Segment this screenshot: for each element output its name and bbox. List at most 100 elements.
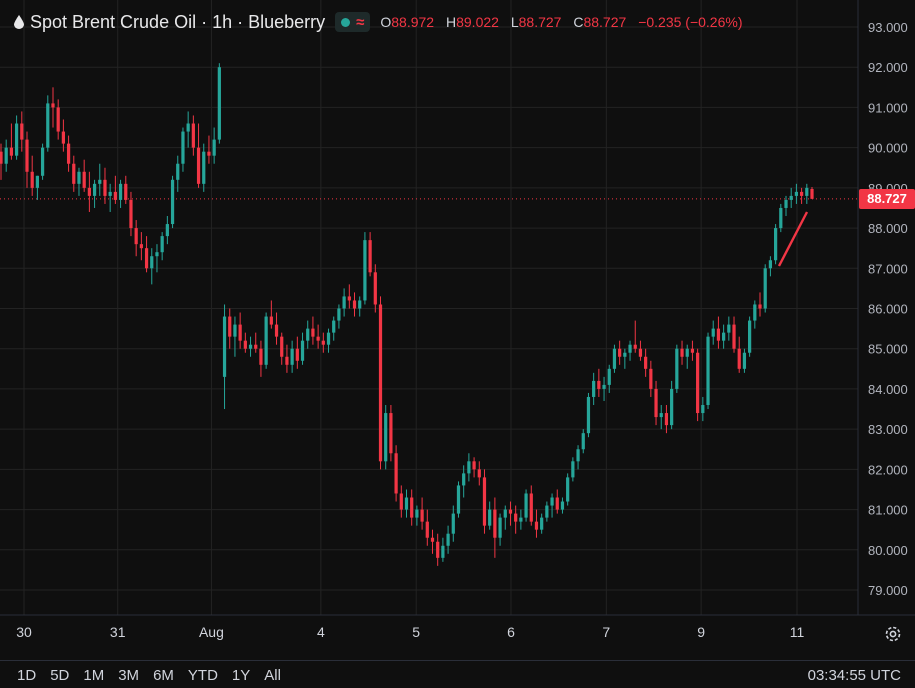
y-tick-label: 79.000 xyxy=(868,583,908,598)
candle-body xyxy=(165,224,169,237)
candle-body xyxy=(576,449,580,462)
candle-body xyxy=(92,183,97,196)
candlestick-chart[interactable]: 93.00092.00091.00090.00089.00088.00087.0… xyxy=(0,0,915,660)
candle xyxy=(430,529,435,554)
range-6m-button[interactable]: 6M xyxy=(153,667,174,684)
candle xyxy=(670,380,674,430)
candle-body xyxy=(555,497,559,510)
candle xyxy=(612,344,617,373)
candle xyxy=(300,332,305,365)
candle-body xyxy=(748,320,752,353)
candle-body xyxy=(264,316,268,365)
candle xyxy=(0,143,3,180)
candle xyxy=(243,332,247,353)
candle xyxy=(196,123,201,188)
candle xyxy=(311,316,315,345)
candle xyxy=(373,264,377,313)
range-3m-button[interactable]: 3M xyxy=(118,667,140,684)
candle-body xyxy=(456,485,461,514)
candle-body xyxy=(753,304,757,321)
range-ytd-button[interactable]: YTD xyxy=(187,667,218,684)
candle-body xyxy=(706,336,710,406)
candle-body xyxy=(763,268,767,309)
candle xyxy=(534,509,539,538)
candle xyxy=(269,300,273,329)
candle-body xyxy=(217,67,221,140)
y-tick-label: 90.000 xyxy=(868,141,908,156)
candle-body xyxy=(46,103,50,148)
candle-body xyxy=(638,348,643,357)
range-all-button[interactable]: All xyxy=(264,667,281,684)
price-axis[interactable]: 93.00092.00091.00090.00089.00088.00087.0… xyxy=(868,20,908,598)
high-value: 89.022 xyxy=(456,14,499,30)
candle xyxy=(124,175,128,204)
candle-body xyxy=(363,240,367,301)
candle-body xyxy=(592,380,596,397)
candle xyxy=(248,336,253,357)
candle xyxy=(51,87,55,128)
candle xyxy=(264,312,268,369)
candle-body xyxy=(602,384,606,389)
candle-body xyxy=(202,151,206,184)
candle-body xyxy=(196,147,201,184)
market-status-badge[interactable]: ≈ xyxy=(335,12,371,32)
candle xyxy=(659,405,663,430)
candle-body xyxy=(550,497,554,506)
candle xyxy=(732,316,736,353)
candle-body xyxy=(113,191,117,200)
candle xyxy=(425,509,429,546)
candle xyxy=(181,127,185,172)
candle-body xyxy=(176,163,180,180)
candle xyxy=(404,489,409,518)
candle xyxy=(77,167,81,196)
candle-body xyxy=(144,248,149,269)
candle-body xyxy=(794,191,799,196)
range-5d-button[interactable]: 5D xyxy=(50,667,70,684)
candle-body xyxy=(259,348,263,365)
range-1d-button[interactable]: 1D xyxy=(17,667,37,684)
candle-body xyxy=(238,324,242,341)
candle-body xyxy=(316,336,320,341)
candle xyxy=(779,203,783,233)
candle-body xyxy=(347,296,351,301)
trend-line[interactable] xyxy=(777,211,809,267)
x-tick-label: 5 xyxy=(412,624,420,640)
time-axis[interactable]: 30 31 Aug 4 5 6 7 9 11 xyxy=(16,624,804,640)
candle xyxy=(72,155,76,192)
candle-body xyxy=(14,123,19,156)
candle xyxy=(623,348,627,369)
candle xyxy=(378,296,383,470)
candle-body xyxy=(134,228,138,245)
candle xyxy=(40,143,45,180)
range-1y-button[interactable]: 1Y xyxy=(231,667,251,684)
candle xyxy=(212,127,216,164)
candles-group xyxy=(0,63,814,566)
candle xyxy=(446,525,450,554)
candle xyxy=(46,95,50,152)
candle xyxy=(108,183,112,212)
candle-body xyxy=(540,517,544,530)
chart-legend: Spot Brent Crude Oil · 1h · Blueberry ≈ … xyxy=(14,10,742,34)
candle-body xyxy=(482,477,487,526)
low-label: L xyxy=(510,14,519,30)
candle xyxy=(347,284,351,309)
utc-clock[interactable]: 03:34:55 UTC xyxy=(807,667,901,684)
candle xyxy=(394,445,398,502)
candle xyxy=(784,195,788,217)
candle-body xyxy=(664,413,669,426)
candle xyxy=(61,119,65,152)
candle-body xyxy=(243,340,247,349)
candle xyxy=(540,513,544,534)
gear-icon[interactable] xyxy=(883,624,903,644)
candle xyxy=(696,348,700,422)
candle-body xyxy=(623,352,627,357)
candle-body xyxy=(170,179,175,225)
range-1m-button[interactable]: 1M xyxy=(83,667,105,684)
symbol-title[interactable]: Spot Brent Crude Oil · 1h · Blueberry xyxy=(30,11,326,32)
candle xyxy=(358,296,362,317)
candle xyxy=(129,191,133,237)
candle-body xyxy=(394,453,398,494)
candle xyxy=(103,167,107,204)
candle-body xyxy=(404,497,409,510)
candle xyxy=(384,405,388,470)
